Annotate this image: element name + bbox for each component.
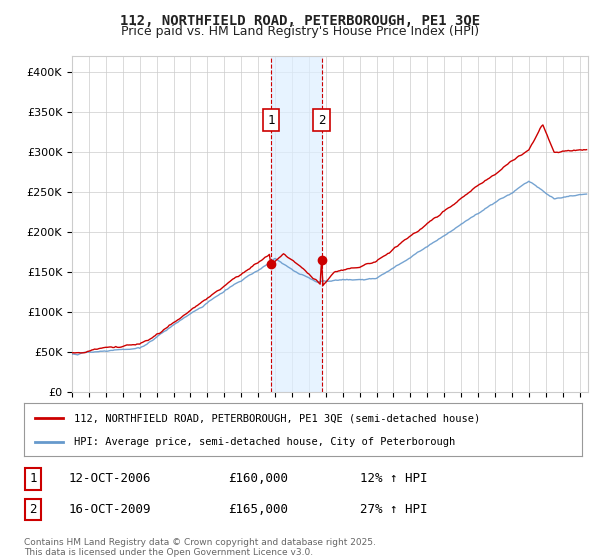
Text: 16-OCT-2009: 16-OCT-2009 [69,503,151,516]
Text: 1: 1 [29,472,37,486]
Text: 2: 2 [318,114,325,127]
Text: Contains HM Land Registry data © Crown copyright and database right 2025.
This d: Contains HM Land Registry data © Crown c… [24,538,376,557]
Text: 2: 2 [29,503,37,516]
Text: HPI: Average price, semi-detached house, City of Peterborough: HPI: Average price, semi-detached house,… [74,436,455,446]
Text: £160,000: £160,000 [228,472,288,486]
Text: 112, NORTHFIELD ROAD, PETERBOROUGH, PE1 3QE: 112, NORTHFIELD ROAD, PETERBOROUGH, PE1 … [120,14,480,28]
Text: £165,000: £165,000 [228,503,288,516]
Text: 27% ↑ HPI: 27% ↑ HPI [360,503,427,516]
Text: 12% ↑ HPI: 12% ↑ HPI [360,472,427,486]
Text: Price paid vs. HM Land Registry's House Price Index (HPI): Price paid vs. HM Land Registry's House … [121,25,479,38]
Bar [271,56,322,392]
Text: 112, NORTHFIELD ROAD, PETERBOROUGH, PE1 3QE (semi-detached house): 112, NORTHFIELD ROAD, PETERBOROUGH, PE1 … [74,413,481,423]
Text: 1: 1 [267,114,275,127]
Text: 12-OCT-2006: 12-OCT-2006 [69,472,151,486]
